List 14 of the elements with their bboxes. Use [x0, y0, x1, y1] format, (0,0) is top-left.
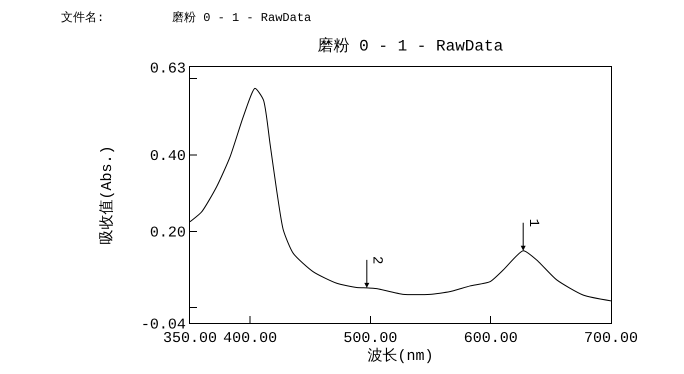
y-axis-title: 吸收值(Abs.): [99, 145, 116, 245]
y-tick-label: 0.63: [150, 60, 186, 78]
x-axis-title: 波长(nm): [367, 347, 434, 366]
x-tick-label: 400.00: [223, 330, 278, 348]
chart-title: 磨粉 0 - 1 - RawData: [318, 36, 504, 56]
text: 文件名:: [61, 10, 104, 25]
text: 磨粉 0 - 1 - RawData: [172, 10, 312, 25]
x-tick-label: 500.00: [343, 330, 398, 348]
annotation: 2: [368, 256, 385, 264]
y-tick-label: 0.40: [150, 148, 186, 166]
x-tick-label: 600.00: [464, 330, 518, 348]
x-tick-label: 700.00: [584, 330, 638, 348]
annotation: 1: [524, 218, 541, 228]
y-tick-label: 0.20: [150, 224, 186, 242]
